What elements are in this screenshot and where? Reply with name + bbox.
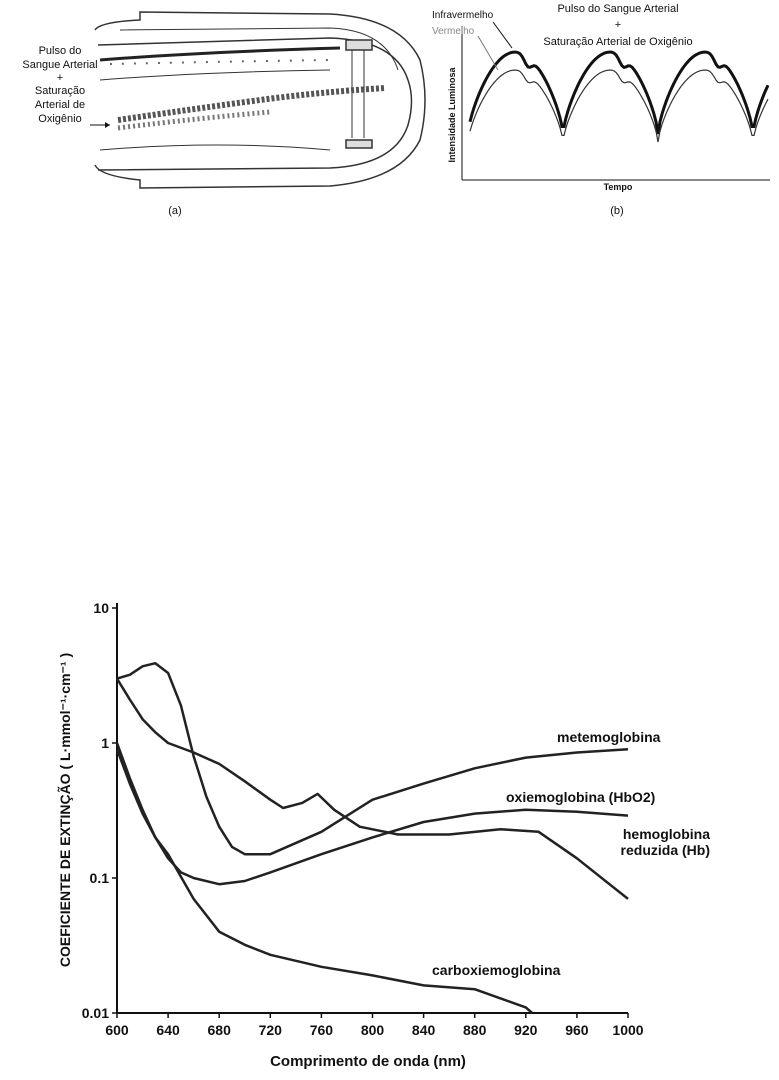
pointer [477, 35, 499, 71]
infrared-wave [468, 50, 770, 135]
legend-label: Vermelho [432, 26, 475, 37]
pointer [492, 21, 513, 49]
side-label: + [57, 72, 63, 84]
extinction-chart: 0.01 0.1 1 10 600 640 680 720 760 800 840 880 920 960… [82, 600, 644, 1038]
series-line [116, 661, 629, 856]
y-tick-label: 10 [93, 600, 109, 616]
y-tick-label: 0.01 [82, 1005, 109, 1021]
x-axis-label: Comprimento de onda (nm) [270, 1053, 466, 1070]
series-label: carboxiemoglobina [432, 962, 561, 978]
side-label: Oxigênio [38, 113, 81, 125]
series-label: oxiemoglobina (HbO2) [506, 789, 656, 805]
y-tick-label: 0.1 [90, 870, 110, 886]
figure-a-labels: Pulso do Sangue Arterial+Saturação Arteria… [22, 45, 97, 125]
arrow-head [105, 122, 110, 128]
x-tick-label: 1000 [612, 1022, 643, 1038]
x-tick-label: 880 [463, 1022, 487, 1038]
axis-label: Tempo [604, 182, 633, 192]
y-tick-label: 1 [101, 735, 109, 751]
side-label: Arterial de [35, 99, 85, 111]
x-tick-label: 960 [565, 1022, 589, 1038]
series-label: metemoglobina [557, 729, 661, 745]
series-line [115, 748, 534, 1014]
axis-label: Intensidade Luminosa [447, 66, 457, 162]
figure-title: Saturação Arterial de Oxigênio [543, 36, 692, 48]
series-line [115, 677, 629, 900]
red-wave [469, 69, 769, 143]
side-label: Saturação [35, 85, 85, 97]
x-tick-label: 760 [310, 1022, 334, 1038]
finger-drawing [94, 11, 426, 189]
caption: (b) [610, 205, 623, 217]
side-label: Sangue Arterial [22, 59, 97, 71]
legend-label: Infravermelho [432, 10, 494, 21]
series-line [115, 742, 629, 886]
x-tick-label: 720 [259, 1022, 283, 1038]
caption: (a) [168, 205, 181, 217]
side-label: Pulso do [39, 45, 82, 57]
x-tick-label: 920 [514, 1022, 538, 1038]
figure-title: + [615, 19, 621, 31]
series-label: hemoglobina reduzida (Hb) [620, 826, 710, 858]
x-tick-label: 680 [208, 1022, 232, 1038]
x-tick-label: 600 [105, 1022, 129, 1038]
figure-title: Pulso do Sangue Arterial [557, 3, 678, 15]
x-tick-label: 840 [412, 1022, 436, 1038]
x-tick-label: 800 [361, 1022, 385, 1038]
x-tick-label: 640 [156, 1022, 180, 1038]
y-axis-label: COEFICIENTE DE EXTINÇÃO ( L·mmol⁻¹·cm⁻¹ … [56, 653, 73, 967]
